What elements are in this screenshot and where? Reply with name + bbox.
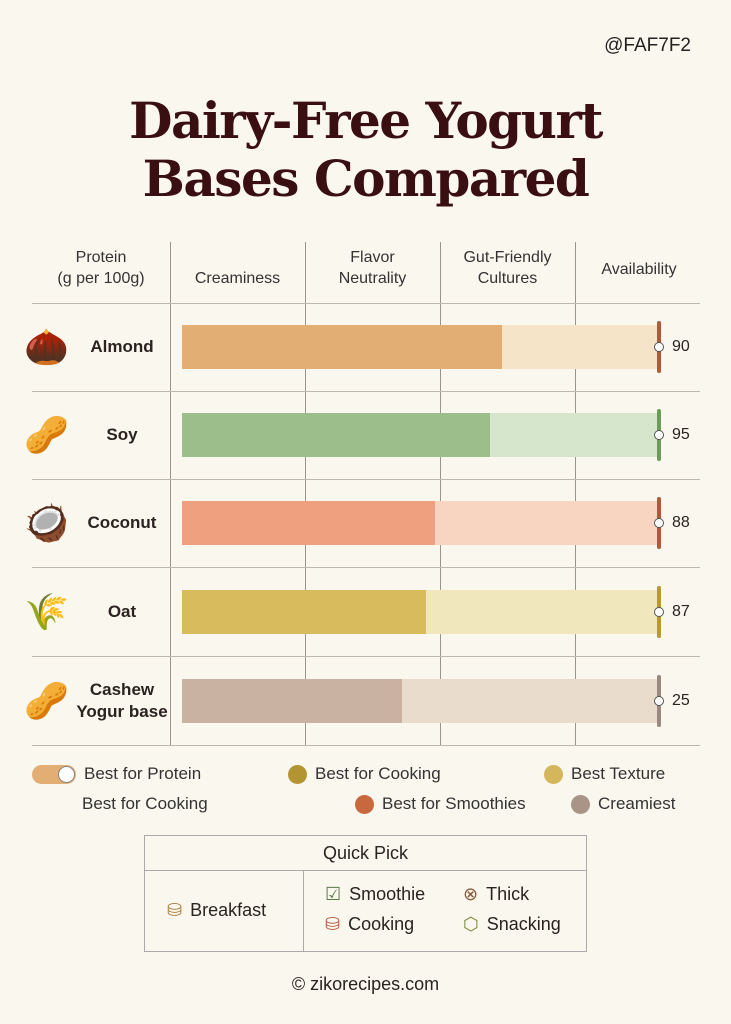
check-shield-icon: ☑	[325, 884, 342, 904]
bar-fill	[182, 590, 426, 634]
cashew-icon: 🥜	[24, 680, 69, 721]
legend-label: Best for Cooking	[82, 794, 208, 813]
legend-label: Best for Protein	[84, 764, 202, 783]
legend-label: Best for Smoothies	[382, 794, 526, 813]
column-divider	[170, 242, 171, 745]
box-icon: ⬡	[463, 914, 479, 934]
column-header-availability: Availability	[601, 261, 677, 278]
legend-swatch	[544, 764, 563, 784]
bar-fill	[182, 679, 402, 723]
row-divider	[32, 567, 700, 568]
title-line-2: Bases Compared	[142, 149, 590, 208]
bar-end-dot	[654, 518, 664, 528]
legend-item: Best for Cooking	[82, 794, 208, 814]
bar-end-dot	[654, 696, 664, 706]
row-divider	[32, 391, 700, 392]
jar-icon: ⛁	[325, 914, 341, 934]
legend-swatch	[571, 794, 590, 814]
legend-item: Best Texture	[544, 764, 665, 784]
divider	[303, 871, 304, 952]
bar-track	[182, 325, 660, 369]
bar-track	[182, 590, 660, 634]
quick-pick-label: Breakfast	[190, 900, 267, 920]
bar-value: 95	[672, 426, 690, 443]
bar-track	[182, 413, 660, 457]
row-divider	[32, 303, 700, 304]
column-divider	[440, 242, 441, 745]
bar-end-dot	[654, 607, 664, 617]
row-label: Cashew Yogur base	[76, 680, 168, 721]
legend-item: Best for Cooking	[288, 764, 441, 784]
oat-icon: 🌾	[24, 591, 69, 632]
quick-pick-cooking[interactable]: ⛁ Cooking	[325, 914, 414, 935]
legend-item: Best for Protein	[32, 764, 201, 784]
circle-x-icon: ⊗	[463, 884, 479, 904]
bar-value: 25	[672, 692, 690, 709]
footer-credit: © zikorecipes.com	[291, 974, 440, 994]
bar-value: 90	[672, 338, 690, 355]
column-header-cultures: Gut-Friendly Cultures	[463, 249, 552, 287]
soybean-icon: 🥜	[24, 414, 69, 455]
quick-pick-box: Quick Pick ⛁ Breakfast ☑ Smoothie ⊗ Thick ⛁…	[144, 835, 587, 952]
quick-pick-label: Thick	[486, 884, 530, 904]
bar-track	[182, 501, 660, 545]
quick-pick-smoothie[interactable]: ☑ Smoothie	[325, 884, 425, 905]
legend-label: Best Texture	[571, 764, 666, 783]
row-label: Coconut	[87, 513, 157, 532]
bar-track	[182, 679, 660, 723]
row-label: Oat	[107, 602, 137, 621]
legend-swatch	[288, 764, 307, 784]
column-header-creaminess: Creaminess	[194, 270, 281, 287]
bar-end-dot	[654, 430, 664, 440]
bar-fill	[182, 501, 436, 545]
legend-item: Best for Smoothies	[355, 794, 526, 814]
page-title: Dairy-Free Yogurt Bases Compared	[0, 92, 731, 208]
column-header-flavor: Flavor Neutrality	[338, 249, 407, 287]
quick-pick-label: Snacking	[486, 914, 561, 934]
quick-pick-breakfast[interactable]: ⛁ Breakfast	[167, 900, 266, 921]
quick-pick-thick[interactable]: ⊗ Thick	[463, 884, 529, 905]
bar-fill	[182, 413, 491, 457]
title-line-1: Dairy-Free Yogurt	[129, 91, 603, 150]
almond-icon: 🌰	[24, 326, 69, 367]
row-divider	[32, 745, 700, 746]
toggle-swatch	[32, 764, 76, 784]
bar-end-dot	[654, 342, 664, 352]
quick-pick-label: Smoothie	[349, 884, 426, 904]
legend-item: Creamiest	[571, 794, 675, 814]
bar-value: 87	[672, 603, 690, 620]
row-divider	[32, 656, 700, 657]
column-header-protein: Protein (g per 100g)	[57, 249, 145, 287]
legend-swatch	[355, 794, 374, 814]
bar-fill	[182, 325, 503, 369]
quick-pick-title: Quick Pick	[145, 836, 586, 871]
column-divider	[575, 242, 576, 745]
bar-value: 88	[672, 514, 690, 531]
row-label: Soy	[106, 425, 138, 444]
jar-icon: ⛁	[167, 900, 183, 920]
row-divider	[32, 479, 700, 480]
quick-pick-snacking[interactable]: ⬡ Snacking	[463, 914, 561, 935]
quick-pick-label: Cooking	[348, 914, 415, 934]
column-divider	[305, 242, 306, 745]
legend-label: Best for Cooking	[315, 764, 441, 783]
legend-label: Creamiest	[598, 794, 676, 813]
row-label: Almond	[90, 337, 154, 356]
color-tag: @FAF7F2	[604, 35, 691, 56]
coconut-icon: 🥥	[24, 502, 69, 543]
